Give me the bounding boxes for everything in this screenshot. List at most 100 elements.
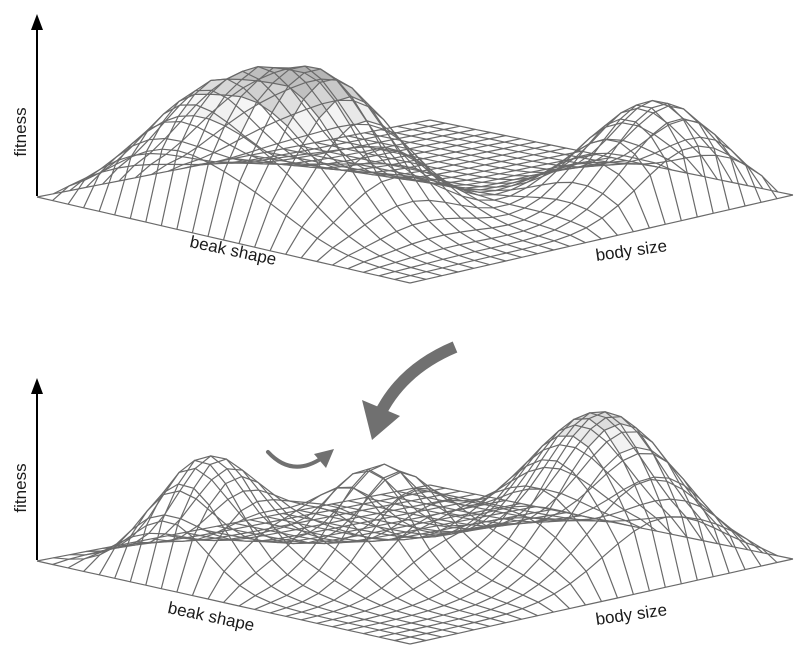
mesh-line	[413, 487, 778, 563]
surface-cell	[350, 120, 383, 155]
surface-cell	[556, 182, 588, 204]
surface-cell	[634, 479, 666, 522]
surface-cell	[666, 150, 698, 221]
surface-cell	[761, 175, 793, 199]
small-curved-arrow-head	[314, 449, 334, 468]
surface-cell	[352, 469, 384, 497]
surface-cell	[240, 538, 272, 573]
mesh-line	[378, 117, 764, 277]
surface-cell	[508, 548, 540, 576]
surface-cell	[161, 525, 194, 593]
surface-cell	[412, 220, 444, 239]
surface-cell	[429, 200, 461, 219]
bottom-body-size-label: body size	[594, 600, 668, 629]
surface-cell	[68, 554, 100, 572]
bottom-fitness-axis-arrowhead	[31, 378, 43, 394]
surface-cell	[477, 207, 509, 218]
surface-cell	[666, 118, 698, 151]
surface-cell	[193, 94, 226, 120]
bottom-fitness-surface	[36, 411, 794, 645]
surface-cell	[114, 151, 147, 219]
top-fitness-label: fitness	[11, 107, 30, 156]
small-curved-arrow	[266, 450, 324, 469]
surface-cell	[272, 86, 304, 127]
surface-cell	[364, 214, 397, 240]
surface-cell	[498, 175, 530, 180]
surface-cell	[460, 229, 492, 242]
surface-cell	[270, 173, 303, 216]
large-curved-arrow	[372, 341, 458, 421]
surface-cell	[334, 126, 367, 168]
surface-cell	[619, 121, 651, 155]
surface-cell	[397, 176, 430, 202]
surface-cell	[445, 189, 478, 208]
surface-cell	[571, 185, 603, 210]
surface-cell	[208, 171, 240, 240]
surface-cell	[366, 516, 399, 559]
surface-cell	[270, 215, 302, 255]
surface-cell	[588, 430, 620, 469]
surface-cell	[461, 205, 493, 219]
surface-cell	[618, 531, 650, 595]
surface-cell	[255, 158, 287, 204]
surface-cell	[285, 227, 318, 258]
surface-cell	[224, 134, 256, 182]
surface-cell	[761, 548, 793, 563]
surface-cell	[192, 162, 225, 237]
surface-cell	[572, 161, 604, 186]
surface-cell	[514, 172, 546, 176]
surface-cell	[510, 185, 542, 197]
surface-cell	[383, 471, 416, 499]
surface-cell	[413, 177, 446, 203]
surface-cell	[225, 476, 258, 511]
mesh-line	[409, 194, 794, 284]
surface-cell	[460, 218, 493, 230]
surface-cell	[525, 182, 557, 198]
surface-cell	[539, 216, 571, 230]
surface-cell	[414, 515, 446, 550]
surface-cell	[650, 123, 682, 161]
mesh-line	[413, 122, 778, 200]
surface-cell	[115, 131, 148, 165]
surface-cell	[602, 205, 634, 236]
surface-cell	[492, 566, 524, 589]
surface-cell	[208, 529, 241, 572]
surface-cell	[459, 241, 491, 252]
surface-cell	[526, 169, 558, 188]
surface-cell	[476, 557, 509, 581]
surface-cell	[177, 115, 210, 156]
surface-cell	[162, 115, 194, 151]
mesh-line	[394, 516, 779, 642]
surface-cell	[301, 238, 333, 262]
surface-cell	[145, 149, 178, 226]
surface-cell	[492, 539, 525, 567]
bottom-panel: fitness beak shape body size	[11, 341, 794, 645]
surface-cell	[524, 524, 556, 559]
surface-cell	[682, 489, 714, 528]
surface-cell	[413, 550, 446, 580]
surface-cell	[411, 238, 444, 253]
bottom-fitness-label: fitness	[11, 463, 30, 512]
surface-cell	[239, 572, 272, 596]
surface-cell	[208, 125, 241, 172]
surface-cell	[571, 489, 603, 535]
top-body-size-label: body size	[594, 236, 668, 265]
mesh-line	[397, 490, 762, 567]
surface-cell	[428, 218, 460, 235]
surface-cell	[303, 570, 335, 594]
surface-cell	[208, 571, 240, 603]
surface-cell	[682, 516, 714, 581]
surface-cell	[286, 190, 318, 228]
surface-cell	[604, 423, 636, 454]
surface-cell	[478, 194, 511, 201]
surface-cell	[254, 203, 287, 251]
surface-cell	[587, 164, 619, 194]
surface-cell	[176, 155, 209, 233]
surface-cell	[258, 482, 290, 501]
surface-cell	[381, 206, 413, 232]
mesh-line	[363, 102, 749, 273]
surface-cell	[509, 485, 541, 516]
surface-cell	[650, 479, 682, 517]
surface-cell	[618, 190, 650, 232]
surface-cell	[239, 192, 271, 248]
